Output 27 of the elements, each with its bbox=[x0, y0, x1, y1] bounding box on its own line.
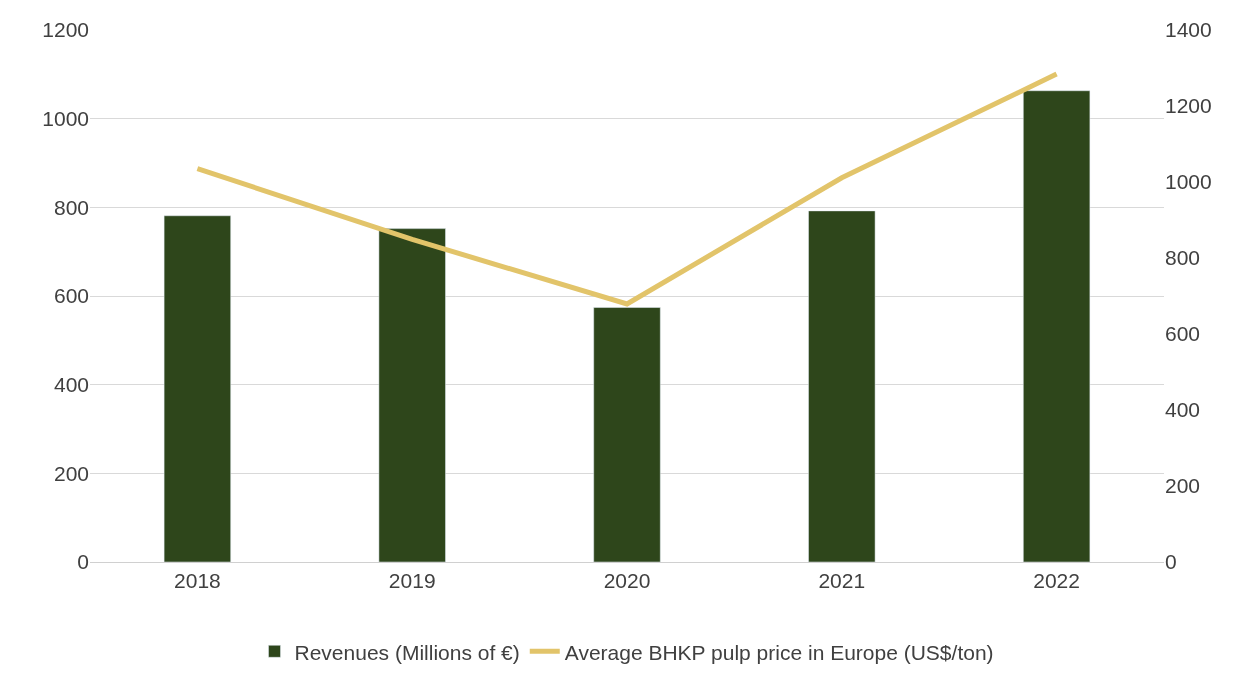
y-tick-label: 600 bbox=[53, 284, 89, 308]
bar bbox=[163, 215, 231, 562]
y2-tick-label: 1200 bbox=[1165, 94, 1212, 118]
y-tick-label: 1200 bbox=[42, 18, 89, 42]
bar bbox=[378, 228, 446, 562]
bar bbox=[1023, 90, 1091, 562]
x-tick-label: 2022 bbox=[1033, 569, 1080, 593]
y-tick-label: 0 bbox=[77, 550, 89, 574]
y2-tick-label: 1000 bbox=[1165, 170, 1212, 194]
y2-tick-label: 1400 bbox=[1165, 18, 1212, 42]
y-tick-label: 400 bbox=[53, 373, 89, 397]
x-tick-label: 2019 bbox=[388, 569, 436, 593]
y-tick-label: 800 bbox=[53, 195, 89, 219]
y2-tick-label: 400 bbox=[1165, 398, 1201, 422]
y-tick-label: 1000 bbox=[42, 107, 89, 131]
y2-tick-label: 800 bbox=[1165, 246, 1201, 270]
legend-label: Average BHKP pulp price in Europe (US$/ton) bbox=[564, 640, 994, 664]
bar bbox=[593, 307, 661, 562]
bar bbox=[808, 210, 876, 562]
y2-tick-label: 0 bbox=[1165, 550, 1177, 574]
y2-tick-label: 600 bbox=[1165, 322, 1201, 346]
legend-label: Revenues (Millions of €) bbox=[294, 640, 520, 664]
x-tick-label: 2020 bbox=[603, 569, 651, 593]
x-tick-label: 2018 bbox=[174, 569, 221, 593]
y-tick-label: 200 bbox=[53, 461, 89, 485]
y2-tick-label: 200 bbox=[1165, 474, 1201, 498]
x-tick-label: 2021 bbox=[818, 569, 866, 593]
